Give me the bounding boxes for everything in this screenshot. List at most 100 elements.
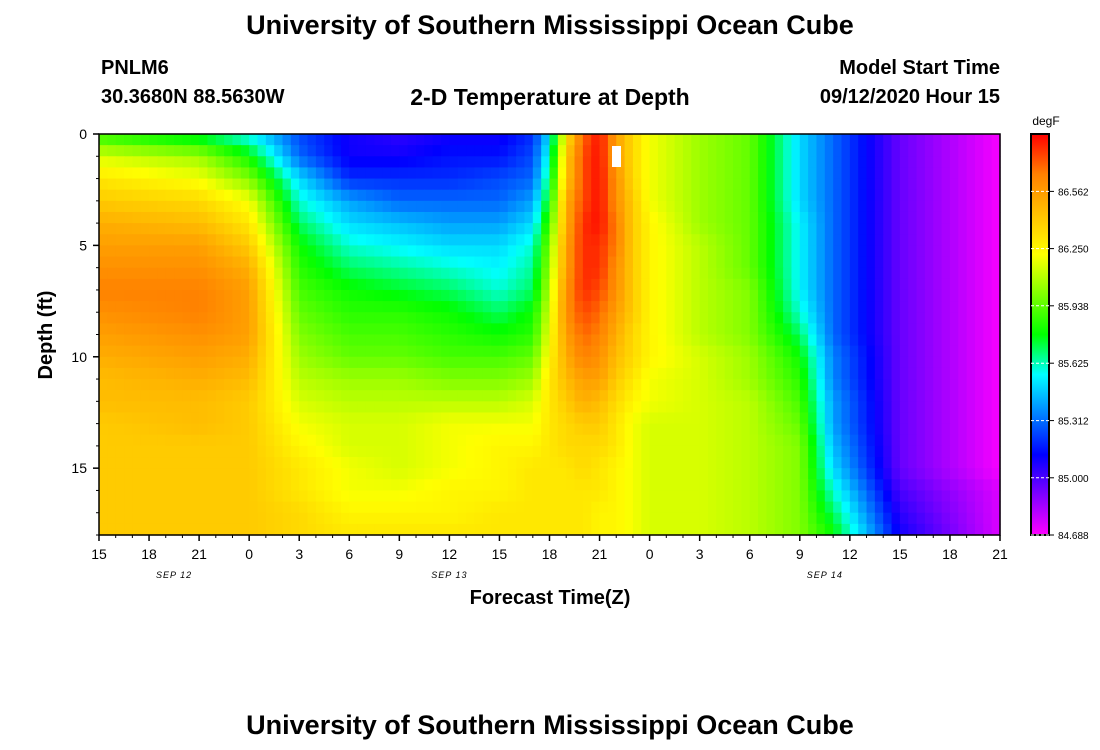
heatmap-cell [866,289,876,302]
heatmap-cell [207,312,217,324]
heatmap-cell [741,145,751,157]
heatmap-cell [232,223,242,235]
heatmap-cell [340,479,350,492]
heatmap-cell [265,267,275,280]
heatmap-cell [332,445,342,458]
heatmap-cell [808,367,818,380]
heatmap-cell [182,267,192,280]
heatmap-cell [282,334,292,347]
heatmap-cell [841,189,851,202]
heatmap-cell [357,512,367,525]
heatmap-cell [849,412,859,425]
heatmap-cell [532,490,542,503]
heatmap-cell [274,345,284,358]
heatmap-cell [215,479,225,492]
heatmap-cell [758,167,767,180]
heatmap-cell [624,345,634,358]
heatmap-cell [741,379,751,391]
heatmap-cell [182,367,192,380]
heatmap-cell [574,334,584,347]
heatmap-cell [708,223,717,235]
heatmap-cell [340,523,350,536]
heatmap-cell [774,490,784,503]
heatmap-cell [682,412,692,425]
heatmap-cell [808,289,818,302]
heatmap-cell [716,178,726,191]
heatmap-cell [641,367,651,380]
heatmap-cell [733,356,742,369]
heatmap-cell [382,267,392,280]
heatmap-cell [824,178,834,191]
heatmap-cell [340,512,350,525]
heatmap-cell [524,490,534,503]
heatmap-cell [482,401,492,414]
heatmap-cell [349,523,359,536]
heatmap-cell [232,457,242,469]
heatmap-cell [866,390,876,402]
heatmap-cell [265,167,275,180]
heatmap-cell [174,512,184,525]
heatmap-cell [524,234,534,246]
heatmap-cell [190,445,200,458]
heatmap-cell [140,267,150,280]
heatmap-cell [132,445,142,458]
heatmap-cell [833,200,843,213]
heatmap-cell [549,200,559,213]
heatmap-cell [791,178,801,191]
heatmap-cell [591,479,601,492]
heatmap-cell [641,501,651,514]
heatmap-cell [733,345,742,358]
heatmap-cell [265,479,275,492]
heatmap-cell [257,490,267,503]
heatmap-cell [149,457,158,469]
heatmap-cell [265,245,275,258]
heatmap-cell [207,211,217,224]
heatmap-cell [891,401,901,414]
heatmap-cell [432,200,442,213]
heatmap-cell [649,134,659,146]
heatmap-cell [390,367,400,380]
heatmap-cell [257,256,267,269]
heatmap-cell [791,312,801,324]
heatmap-cell [541,256,551,269]
heatmap-cell [332,412,342,425]
x-tick-label: 21 [592,546,608,562]
heatmap-cell [215,301,225,313]
heatmap-cell [741,412,751,425]
heatmap-cell [332,401,342,414]
heatmap-cell [699,223,709,235]
heatmap-cell [849,256,859,269]
heatmap-cell [816,390,826,402]
heatmap-cell [774,479,784,492]
heatmap-cell [232,412,242,425]
heatmap-cell [307,223,317,235]
heatmap-cell [716,445,726,458]
heatmap-cell [416,356,425,369]
heatmap-cell [249,367,259,380]
heatmap-cell [324,512,334,525]
heatmap-cell [224,312,234,324]
heatmap-cell [332,367,342,380]
heatmap-cell [282,501,292,514]
heatmap-cell [424,189,434,202]
heatmap-cell [766,211,776,224]
heatmap-cell [224,145,234,157]
heatmap-cell [365,156,375,169]
heatmap-cell [924,167,934,180]
heatmap-cell [299,134,309,146]
heatmap-cell [616,245,626,258]
heatmap-cell [140,134,150,146]
heatmap-cell [641,256,651,269]
heatmap-cell [841,490,851,503]
heatmap-cell [315,223,325,235]
heatmap-cell [883,200,893,213]
heatmap-cell [874,211,884,224]
heatmap-cell [457,379,467,391]
heatmap-cell [883,379,893,391]
heatmap-cell [791,145,801,157]
heatmap-cell [549,211,559,224]
heatmap-cell [157,145,167,157]
heatmap-cell [232,167,242,180]
heatmap-cell [240,323,250,336]
heatmap-cell [407,323,417,336]
